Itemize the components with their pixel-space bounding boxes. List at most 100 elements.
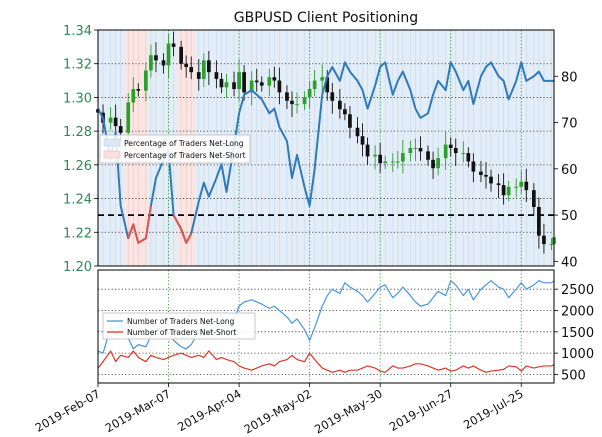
- candle-body: [418, 148, 423, 152]
- candle-body: [131, 89, 136, 103]
- band-net-long: [459, 30, 466, 266]
- price-candle: [489, 169, 493, 192]
- band-net-long: [552, 30, 554, 266]
- price-candle: [189, 56, 194, 80]
- trader-count-lines: [97, 280, 555, 373]
- price-candle: [348, 106, 352, 139]
- candle-body: [348, 114, 352, 128]
- candle-body: [267, 77, 272, 86]
- candle-body: [443, 144, 448, 159]
- top-panel-frame: [97, 29, 555, 267]
- candle-body: [378, 154, 383, 164]
- band-net-long: [512, 30, 519, 266]
- candle-body: [242, 72, 246, 93]
- band-net-long: [435, 30, 442, 266]
- percentage-axis: 40 50 60 70 80: [554, 70, 578, 270]
- candle-body: [219, 78, 224, 88]
- candle-body: [355, 127, 360, 137]
- band-net-long: [424, 30, 431, 266]
- candle-body: [136, 89, 141, 91]
- price-candle: [436, 147, 440, 176]
- price-candle: [431, 151, 435, 179]
- candle-body: [295, 104, 299, 106]
- band-net-long: [477, 30, 484, 266]
- price-candle: [413, 138, 418, 161]
- price-candle: [484, 161, 488, 189]
- count-axis: 500 1000 1500 2000 2500: [554, 283, 594, 383]
- price-candle: [426, 145, 430, 166]
- price-candle: [108, 107, 113, 130]
- band-net-long: [98, 30, 101, 266]
- candle-body: [461, 153, 466, 155]
- price-candle: [259, 76, 264, 92]
- price-candle: [166, 34, 171, 79]
- price-candle: [479, 160, 483, 183]
- candle-body: [307, 89, 312, 98]
- count-net-short-line: [97, 350, 555, 373]
- legend-label-count-long: Number of Traders Net-Long: [127, 317, 235, 326]
- band-net-long: [318, 30, 325, 266]
- price-candle: [219, 72, 224, 94]
- count-net-long-line: [97, 280, 555, 354]
- candle-body: [207, 60, 211, 73]
- candle-body: [524, 181, 529, 191]
- candle-body: [496, 183, 501, 186]
- candle-body: [436, 158, 440, 169]
- price-candles: [96, 31, 556, 255]
- price-candle: [466, 147, 471, 168]
- candle-body: [408, 148, 413, 154]
- x-tick-label: 2019-Jul-25: [461, 386, 526, 431]
- band-net-long: [506, 30, 513, 266]
- candle-body: [537, 207, 541, 236]
- price-candle: [496, 173, 501, 199]
- candle-body: [343, 109, 347, 115]
- candle-body: [171, 43, 176, 47]
- candle-body: [320, 77, 325, 81]
- price-candle: [549, 238, 554, 250]
- x-tick-label: 2019-Apr-04: [175, 386, 244, 434]
- candle-body: [484, 174, 488, 177]
- candle-body: [325, 77, 330, 93]
- price-candle: [249, 71, 254, 106]
- price-candle: [267, 68, 272, 97]
- legend-label-net-short: Percentage of Traders Net-Short: [124, 151, 246, 160]
- band-net-long: [259, 30, 266, 266]
- candle-body: [506, 186, 511, 196]
- price-candle: [254, 68, 259, 92]
- price-candle: [207, 50, 211, 86]
- price-tick-label: 1.22: [63, 226, 92, 241]
- band-net-long: [312, 30, 319, 266]
- chart-title: GBPUSD Client Positioning: [234, 10, 418, 26]
- price-candle: [448, 137, 453, 157]
- price-tick-label: 1.26: [63, 159, 92, 174]
- candle-body: [542, 235, 546, 245]
- price-candle: [237, 59, 241, 101]
- candle-body: [149, 55, 153, 71]
- candle-body: [259, 82, 264, 86]
- band-net-long: [488, 30, 495, 266]
- candle-body: [201, 60, 206, 79]
- candle-body: [426, 151, 430, 160]
- band-net-long: [283, 30, 290, 266]
- candle-body: [224, 82, 229, 88]
- band-net-long: [329, 30, 337, 266]
- candle-body: [466, 153, 471, 162]
- price-tick-label: 1.28: [63, 125, 92, 140]
- price-candle: [471, 153, 476, 183]
- price-candle: [524, 168, 529, 202]
- candle-body: [249, 80, 254, 93]
- candle-body: [365, 144, 370, 157]
- candle-body: [479, 171, 483, 175]
- count-tick-label: 2000: [561, 305, 594, 320]
- band-net-long: [523, 30, 531, 266]
- candle-body: [232, 82, 236, 89]
- price-tick-label: 1.20: [63, 260, 92, 275]
- candle-body: [189, 67, 194, 73]
- net-short-percentage-line: [127, 205, 152, 244]
- percentage-tick-label: 40: [561, 255, 578, 270]
- price-candle: [307, 80, 312, 109]
- candle-body: [126, 102, 131, 133]
- band-net-long: [336, 30, 343, 266]
- price-candle: [224, 73, 229, 98]
